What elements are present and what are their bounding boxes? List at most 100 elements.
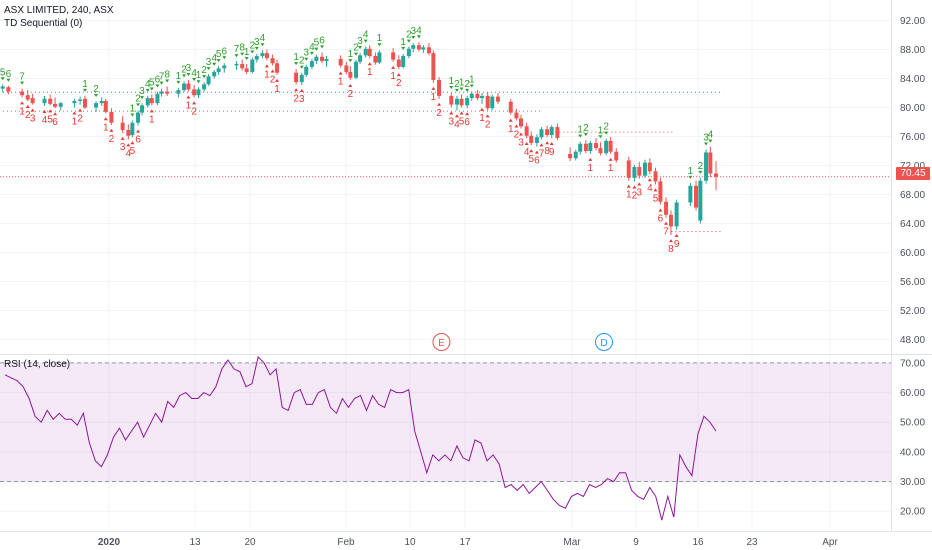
- candle[interactable]: [664, 197, 669, 218]
- candle[interactable]: [594, 137, 599, 151]
- candle[interactable]: [324, 56, 329, 67]
- candle[interactable]: [270, 54, 275, 66]
- candle[interactable]: [250, 57, 255, 74]
- candle[interactable]: [449, 93, 454, 108]
- candle[interactable]: [186, 79, 191, 92]
- candle[interactable]: [358, 53, 363, 64]
- event-marker-e[interactable]: E: [432, 333, 451, 351]
- candle[interactable]: [338, 55, 343, 68]
- candle[interactable]: [465, 95, 470, 109]
- candle[interactable]: [588, 140, 593, 154]
- candle[interactable]: [0, 84, 5, 93]
- candle[interactable]: [637, 161, 642, 179]
- candle[interactable]: [196, 87, 201, 99]
- candle[interactable]: [260, 50, 265, 59]
- candle[interactable]: [524, 122, 529, 138]
- candle[interactable]: [377, 50, 382, 64]
- candle[interactable]: [545, 125, 550, 138]
- candle[interactable]: [48, 94, 53, 106]
- candle[interactable]: [145, 95, 150, 108]
- candle[interactable]: [642, 159, 647, 178]
- candle[interactable]: [608, 137, 613, 154]
- candle[interactable]: [437, 77, 442, 99]
- candle[interactable]: [614, 148, 619, 163]
- candle[interactable]: [94, 100, 99, 112]
- candle[interactable]: [159, 88, 164, 97]
- candle[interactable]: [182, 81, 187, 93]
- candle[interactable]: [573, 149, 578, 161]
- candle[interactable]: [480, 93, 485, 104]
- candle[interactable]: [320, 52, 325, 64]
- candle[interactable]: [416, 42, 421, 52]
- candle[interactable]: [647, 158, 652, 175]
- candle[interactable]: [518, 114, 523, 129]
- candle[interactable]: [103, 98, 108, 114]
- candle[interactable]: [140, 103, 145, 116]
- candle[interactable]: [469, 91, 474, 101]
- candle[interactable]: [42, 95, 47, 107]
- candle[interactable]: [529, 131, 534, 146]
- candle[interactable]: [604, 138, 609, 156]
- candle[interactable]: [120, 116, 125, 133]
- candle[interactable]: [626, 156, 631, 181]
- candle[interactable]: [632, 164, 637, 182]
- candle[interactable]: [391, 48, 396, 62]
- candle[interactable]: [206, 74, 211, 86]
- candle[interactable]: [549, 124, 554, 138]
- rsi-path[interactable]: [4, 356, 717, 521]
- candle[interactable]: [708, 146, 713, 178]
- candle[interactable]: [698, 177, 703, 224]
- candle[interactable]: [155, 91, 160, 106]
- candle[interactable]: [490, 94, 495, 111]
- candle[interactable]: [344, 61, 349, 75]
- candle[interactable]: [309, 58, 314, 70]
- candle[interactable]: [406, 46, 411, 59]
- candle[interactable]: [314, 54, 319, 64]
- candle[interactable]: [555, 123, 560, 141]
- candle[interactable]: [694, 180, 699, 211]
- candle[interactable]: [714, 161, 719, 191]
- candle[interactable]: [192, 85, 197, 98]
- candle[interactable]: [294, 69, 299, 85]
- candle[interactable]: [176, 87, 181, 98]
- candle[interactable]: [534, 134, 539, 147]
- candle[interactable]: [244, 64, 249, 75]
- candle[interactable]: [240, 59, 245, 71]
- candle[interactable]: [396, 55, 401, 70]
- candle[interactable]: [6, 85, 11, 95]
- candle[interactable]: [354, 59, 359, 80]
- candle[interactable]: [431, 50, 436, 83]
- candle[interactable]: [72, 98, 77, 108]
- candle[interactable]: [109, 108, 114, 125]
- candle[interactable]: [411, 42, 416, 53]
- candle[interactable]: [583, 140, 588, 154]
- candle[interactable]: [668, 210, 673, 236]
- candle[interactable]: [82, 95, 87, 109]
- candle[interactable]: [539, 127, 544, 140]
- candle[interactable]: [275, 59, 280, 75]
- candle[interactable]: [508, 98, 513, 115]
- candle[interactable]: [136, 110, 141, 126]
- event-marker-d[interactable]: D: [595, 333, 613, 351]
- candle[interactable]: [212, 69, 217, 79]
- candle[interactable]: [222, 63, 227, 73]
- candle[interactable]: [264, 49, 269, 61]
- candle[interactable]: [254, 53, 259, 63]
- candle[interactable]: [78, 96, 83, 105]
- candle[interactable]: [165, 86, 170, 96]
- candle[interactable]: [598, 142, 603, 156]
- candle[interactable]: [130, 120, 135, 138]
- candle[interactable]: [58, 101, 63, 111]
- candle[interactable]: [25, 90, 30, 101]
- candle[interactable]: [421, 45, 426, 54]
- candle[interactable]: [658, 177, 663, 205]
- candle[interactable]: [454, 95, 459, 111]
- candle[interactable]: [475, 90, 480, 101]
- candlestick-series[interactable]: [0, 42, 719, 236]
- candle[interactable]: [401, 53, 406, 69]
- candle[interactable]: [459, 94, 464, 108]
- candle[interactable]: [234, 61, 239, 70]
- candle[interactable]: [126, 124, 131, 140]
